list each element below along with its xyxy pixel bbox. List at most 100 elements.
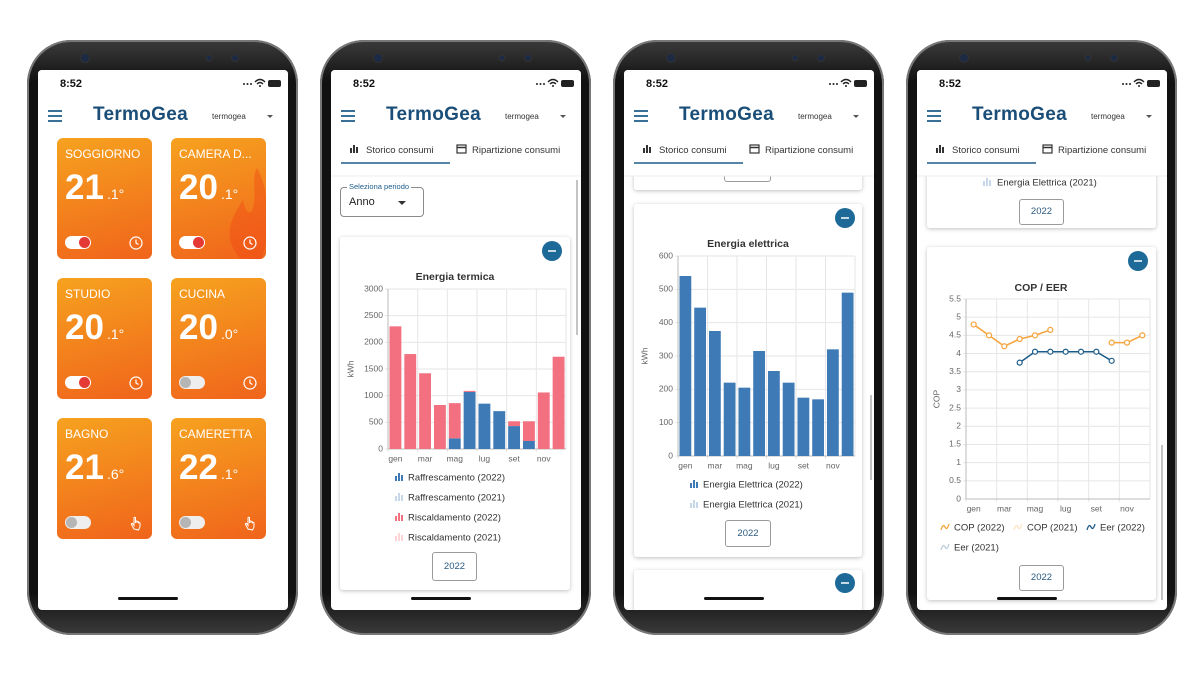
phone: 2022 8:52 TermoGea termogea Storico consumi R…: [613, 40, 884, 635]
clock-face: [129, 376, 143, 390]
temperature-value: 22: [179, 448, 218, 487]
phone-details: [959, 53, 1118, 63]
toggle[interactable]: [65, 516, 91, 529]
toggle-knob: [79, 237, 90, 248]
room-tile[interactable]: CUCINA 20.0°: [171, 278, 266, 399]
header: [331, 70, 581, 176]
toggle[interactable]: [179, 236, 205, 249]
temperature: 21.6°: [65, 448, 124, 488]
year-button[interactable]: 2022: [1019, 199, 1064, 225]
clock-face: [243, 236, 257, 250]
room-name: CUCINA: [179, 287, 226, 301]
room-tile[interactable]: SOGGIORNO 21.1°: [57, 138, 152, 259]
screen: 2022 2022 8:52 TermoGea termogea Storico cons…: [917, 70, 1167, 610]
brand-logo: TermoGea: [386, 104, 481, 125]
temperature: 21.1°: [65, 168, 124, 208]
tab-label[interactable]: Ripartizione consumi: [765, 145, 854, 156]
tab-label[interactable]: Storico consumi: [366, 145, 434, 156]
tab-label[interactable]: Ripartizione consumi: [1058, 145, 1147, 156]
temperature-decimal: .1°: [220, 186, 239, 202]
temperature: 20.0°: [179, 308, 238, 348]
temperature-value: 21: [65, 448, 104, 487]
room-name: BAGNO: [65, 427, 109, 441]
hand: [130, 516, 141, 531]
tab-label[interactable]: Storico consumi: [659, 145, 727, 156]
toggle[interactable]: [179, 376, 205, 389]
temperature-decimal: .0°: [220, 326, 239, 342]
camera: [498, 54, 506, 62]
status-time: 8:52: [60, 78, 83, 90]
header: [38, 70, 288, 132]
room-tile[interactable]: CAMERA D... 20.1°: [171, 138, 266, 259]
camera: [666, 53, 676, 63]
period-value: Anno: [349, 196, 375, 208]
mode-icon: [243, 376, 257, 390]
toggle-knob: [180, 517, 191, 528]
user-menu[interactable]: termogea: [505, 112, 539, 121]
toggle[interactable]: [179, 516, 205, 529]
clock-face: [243, 376, 257, 390]
tab-label[interactable]: Storico consumi: [952, 145, 1020, 156]
temperature: 20.1°: [65, 308, 124, 348]
user-menu[interactable]: termogea: [1091, 112, 1125, 121]
toggle[interactable]: [65, 236, 91, 249]
brand-logo: TermoGea: [93, 104, 188, 125]
tab-label[interactable]: Ripartizione consumi: [472, 145, 561, 156]
phone: 8:52 TermoGea termogea SOGGIORNO 21.1° CAMERA…: [27, 40, 298, 635]
phone-details: [80, 53, 239, 63]
year-button[interactable]: 2022: [432, 552, 477, 581]
temperature-value: 20: [179, 168, 218, 207]
brand-logo: TermoGea: [972, 104, 1067, 125]
room-tile[interactable]: BAGNO 21.6°: [57, 418, 152, 539]
temperature-decimal: .1°: [220, 466, 239, 482]
year-button[interactable]: 2022: [725, 520, 771, 547]
toggle-knob: [66, 517, 77, 528]
temperature: 22.1°: [179, 448, 238, 488]
user-menu[interactable]: termogea: [212, 112, 246, 121]
status-time: 8:52: [646, 78, 669, 90]
clock-hands: [249, 379, 253, 386]
scrollbar: [1161, 445, 1163, 600]
screen: Seleziona periodo Anno 2022 8:52 TermoGea ter…: [331, 70, 581, 610]
header: [917, 70, 1167, 176]
camera: [1084, 54, 1092, 62]
toggle-knob: [193, 237, 204, 248]
mode-icon: [244, 516, 255, 531]
camera: [791, 54, 799, 62]
camera: [817, 54, 825, 62]
screen: 8:52 TermoGea termogea SOGGIORNO 21.1° CAMERA…: [38, 70, 288, 610]
camera: [80, 53, 90, 63]
chart-card: [927, 247, 1156, 600]
phone-details: [666, 53, 825, 63]
room-name: SOGGIORNO: [65, 147, 141, 161]
camera: [959, 53, 969, 63]
temperature-decimal: .6°: [106, 466, 125, 482]
mode-icon: [243, 236, 257, 250]
period-select[interactable]: Seleziona periodo Anno: [340, 182, 424, 217]
camera: [373, 53, 383, 63]
mode-icon: [129, 376, 143, 390]
temperature: 20.1°: [179, 168, 238, 208]
toggle-knob: [180, 377, 191, 388]
phone: Seleziona periodo Anno 2022 8:52 TermoGea ter…: [320, 40, 591, 635]
room-tile[interactable]: CAMERETTA 22.1°: [171, 418, 266, 539]
room-name: CAMERETTA: [179, 427, 253, 441]
temperature-value: 20: [65, 308, 104, 347]
room-tile[interactable]: STUDIO 20.1°: [57, 278, 152, 399]
hand: [244, 516, 255, 531]
scrollbar: [576, 180, 578, 335]
clock-face: [129, 236, 143, 250]
status-time: 8:52: [353, 78, 376, 90]
year-button[interactable]: 2022: [1019, 565, 1064, 591]
brand-logo: TermoGea: [679, 104, 774, 125]
clock-hands: [135, 239, 139, 246]
temperature-decimal: .1°: [106, 186, 125, 202]
toggle[interactable]: [65, 376, 91, 389]
chart-card: [340, 237, 570, 590]
toggle-knob: [79, 377, 90, 388]
phone-details: [373, 53, 532, 63]
user-menu[interactable]: termogea: [798, 112, 832, 121]
mode-icon: [130, 516, 141, 531]
home-indicator: [411, 597, 471, 600]
